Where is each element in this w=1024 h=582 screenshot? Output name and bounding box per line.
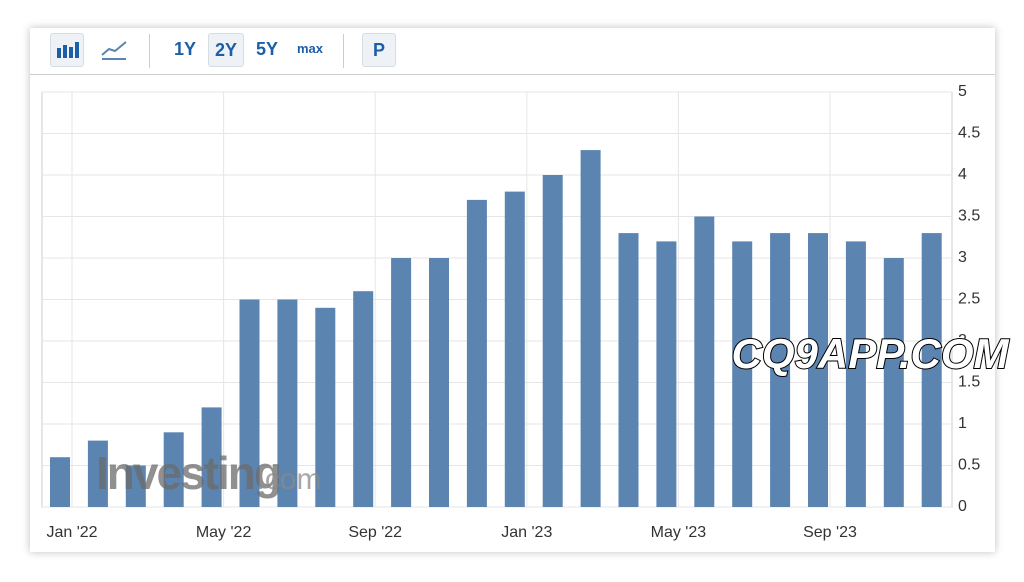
y-tick-label: 0.5: [958, 457, 980, 474]
x-tick-label: Jan '22: [46, 524, 97, 541]
y-tick-label: 5: [958, 83, 967, 100]
bar: [50, 457, 70, 507]
x-tick-label: May '23: [651, 524, 707, 541]
y-tick-label: 1.5: [958, 374, 980, 391]
bar: [845, 241, 866, 507]
bar: [201, 407, 222, 507]
bar: [315, 307, 336, 507]
range-button[interactable]: max: [296, 41, 324, 56]
bar: [580, 150, 601, 507]
bar: [542, 175, 563, 507]
bar: [770, 233, 791, 507]
range-button[interactable]: 1Y: [173, 39, 197, 59]
bar: [883, 258, 904, 507]
bar: [239, 299, 260, 507]
y-tick-label: 4: [958, 166, 967, 183]
range-button[interactable]: 2Y: [208, 33, 244, 67]
y-tick-label: 0: [958, 498, 967, 515]
toolbar: 1Y 2Y 5Y max P: [30, 28, 995, 75]
line-icon: [101, 41, 127, 60]
y-tick-label: 1: [958, 415, 967, 432]
bar: [618, 233, 639, 507]
x-tick-label: Jan '23: [501, 524, 552, 541]
separator: [343, 34, 344, 68]
watermark-logo: Investing: [96, 447, 280, 499]
bar-chart-button[interactable]: [50, 33, 84, 67]
separator: [149, 34, 150, 68]
bar: [694, 216, 715, 507]
line-chart-button[interactable]: [98, 33, 130, 65]
watermark-overlay: CQ9APP.COM: [732, 330, 1010, 378]
bar: [732, 241, 753, 507]
bar: [391, 258, 412, 507]
bar: [163, 432, 184, 507]
bar: [87, 440, 108, 507]
x-tick-label: May '22: [196, 524, 252, 541]
bar: [504, 191, 525, 507]
y-tick-label: 2: [958, 332, 967, 349]
bar: [277, 299, 298, 507]
bar: [125, 465, 146, 507]
p-button[interactable]: P: [362, 33, 396, 67]
x-tick-label: Sep '22: [348, 524, 402, 541]
y-tick-label: 4.5: [958, 125, 980, 142]
y-tick-label: 3: [958, 249, 967, 266]
bar: [466, 199, 487, 507]
y-tick-label: 3.5: [958, 208, 980, 225]
bar: [808, 233, 828, 507]
bar-icon: [57, 42, 79, 58]
bar: [429, 258, 449, 507]
range-button[interactable]: 5Y: [255, 39, 279, 59]
bar: [353, 291, 374, 507]
bar: [921, 233, 942, 507]
y-tick-label: 2.5: [958, 291, 980, 308]
watermark-logo-suffix: .com: [256, 463, 321, 496]
x-tick-label: Sep '23: [803, 524, 857, 541]
bar: [656, 241, 677, 507]
